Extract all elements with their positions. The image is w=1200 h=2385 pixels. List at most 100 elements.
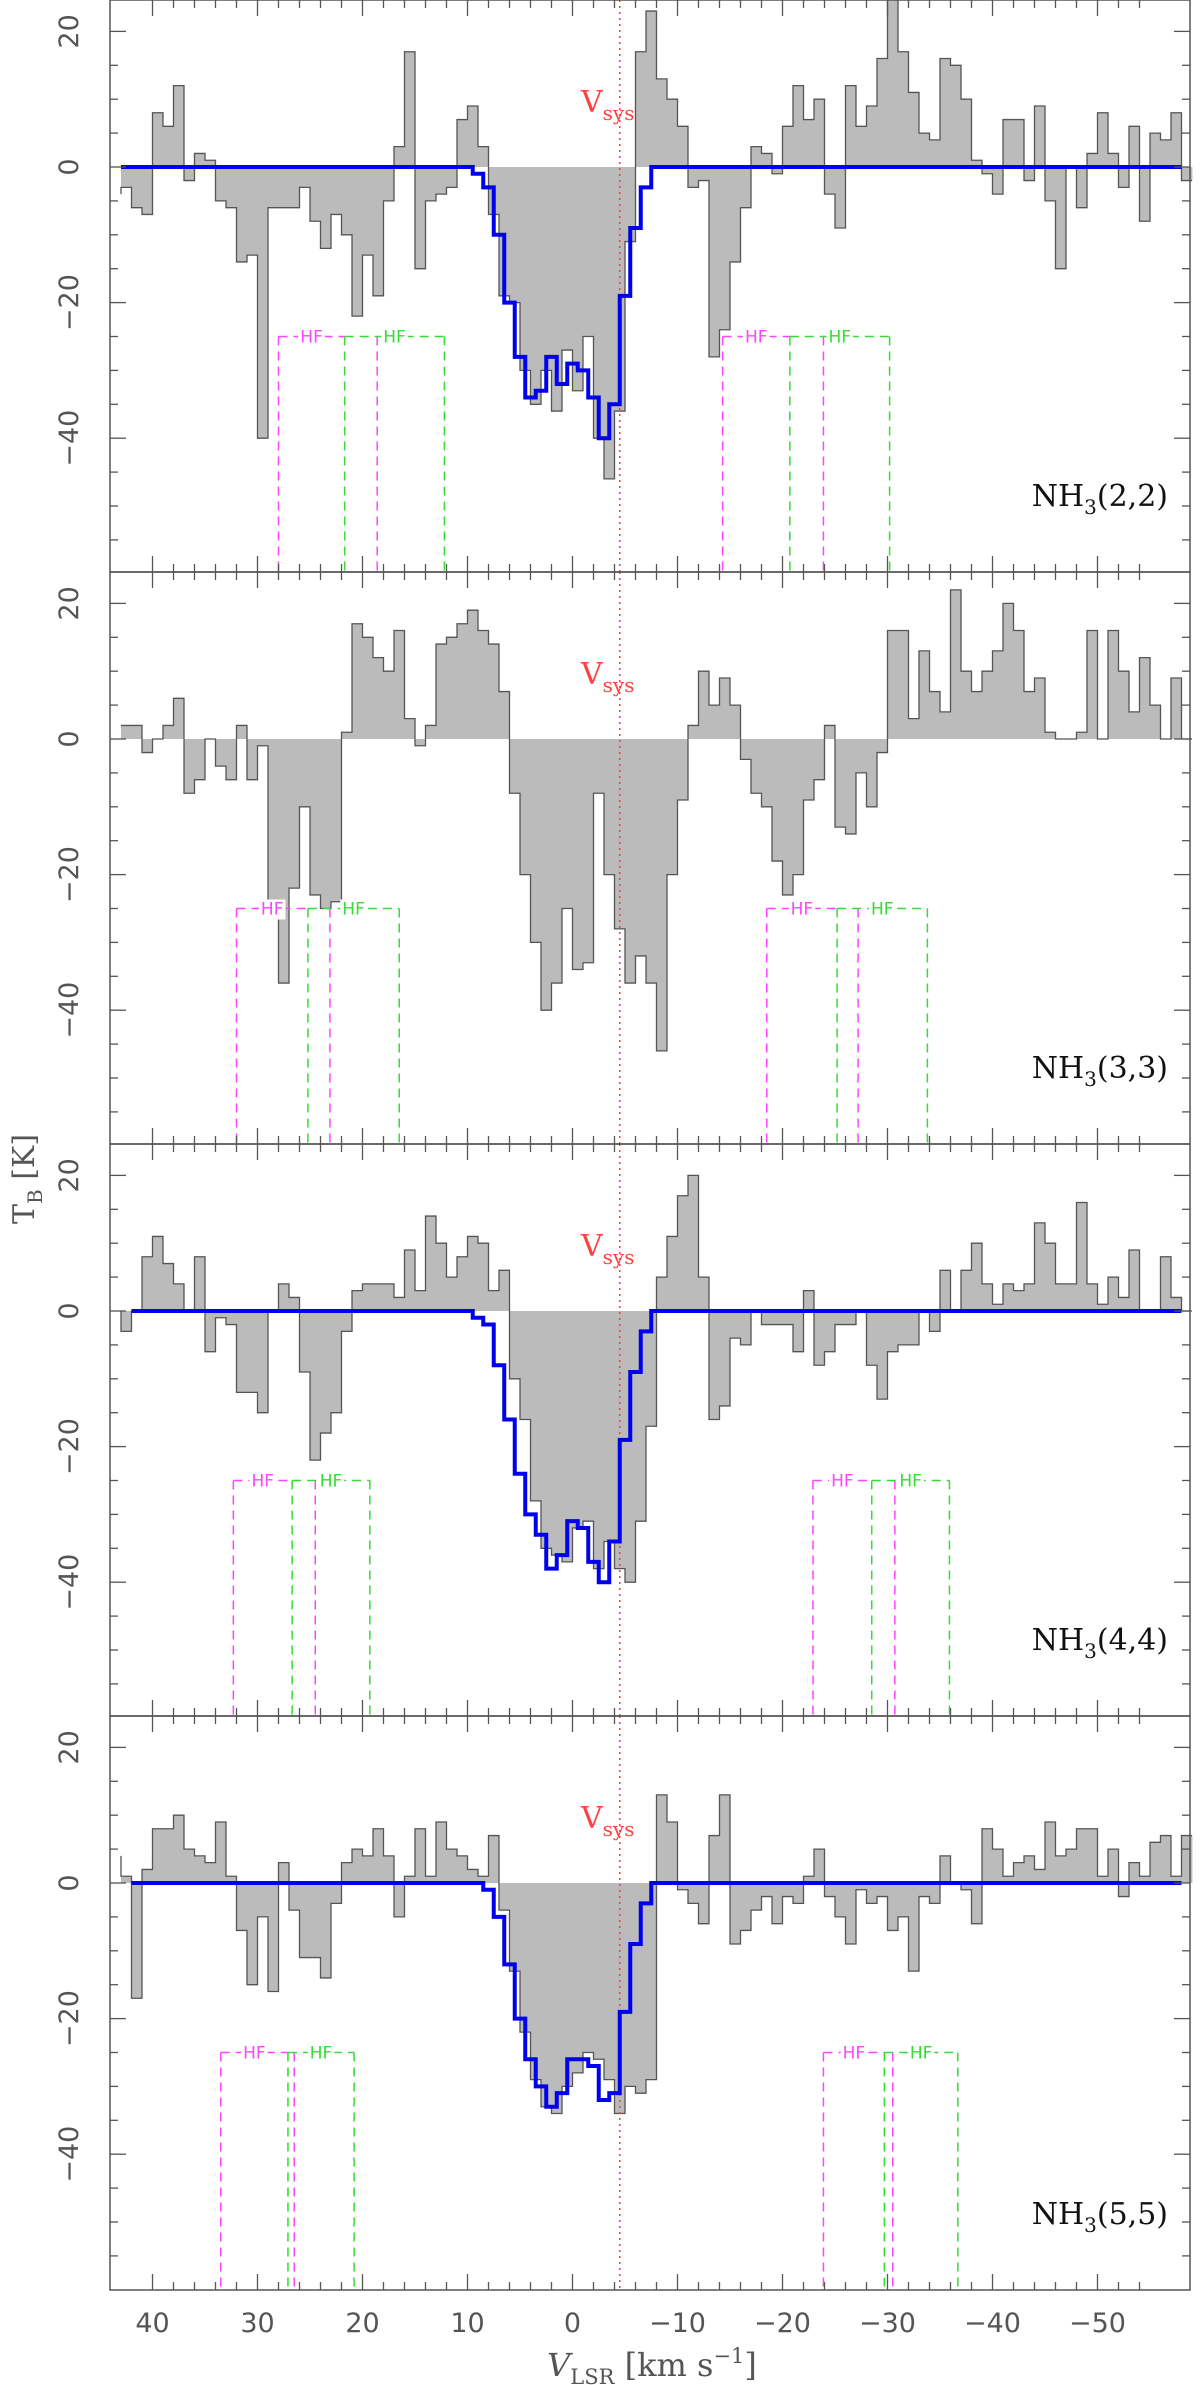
vsys-label-sub: sys — [603, 1245, 635, 1269]
spectrum-bar — [940, 58, 951, 167]
spectrum-bar — [803, 119, 815, 167]
spectrum-bar — [908, 1883, 920, 1972]
spectrum-bar — [1108, 630, 1119, 739]
spectrum-bar — [446, 1277, 458, 1311]
spectrum-fill — [121, 589, 1193, 1051]
y-tick-label: −20 — [54, 1990, 85, 2047]
spectrum-bar — [667, 1236, 678, 1311]
spectrum-bar — [677, 126, 689, 167]
spectrum-bar — [688, 167, 699, 188]
spectrum-bar — [478, 630, 489, 739]
spectrum-bar — [572, 1311, 584, 1528]
x-tick-label: −50 — [1069, 2308, 1126, 2339]
y-axis-title-unit: [K] — [7, 1134, 42, 1189]
spectrum-bar — [530, 167, 542, 405]
y-tick-labels: 20 0 −20 −40 — [54, 1730, 85, 2182]
spectrum-bar — [1171, 1876, 1182, 1883]
y-tick-labels: 20 0 −20 −40 — [54, 1158, 85, 1610]
transition-label: NH3(3,3) — [1032, 1051, 1168, 1091]
spectrum-bar — [457, 1256, 468, 1311]
spectrum-bar — [908, 92, 920, 167]
spectrum-bar — [383, 1283, 395, 1311]
x-tick-label: −20 — [754, 2308, 811, 2339]
spectrum-bar — [866, 1311, 878, 1366]
spectrum-bar — [877, 1883, 888, 1897]
spectrum-bar — [478, 146, 489, 167]
spectrum-bar — [373, 1283, 384, 1311]
spectrum-bar — [1087, 1828, 1098, 1883]
spectrum-bar — [289, 739, 300, 889]
spectrum-bar — [383, 671, 395, 739]
axis-ticks — [110, 0, 1190, 572]
spectrum-bar — [247, 1883, 258, 1985]
spectrum-bar — [425, 1216, 437, 1311]
spectrum-bar — [961, 99, 972, 167]
spectrum-bar — [1129, 1862, 1140, 1883]
spectrum-bar — [173, 1283, 185, 1311]
spectrum-bar — [488, 644, 500, 739]
spectrum-bar — [1160, 1256, 1172, 1311]
spectrum-bar — [194, 153, 206, 167]
spectrum-outline — [120, 1794, 1192, 2115]
spectrum-bar — [877, 1311, 888, 1400]
hf-label-background — [868, 899, 896, 920]
spectrum-bar — [1087, 153, 1098, 167]
spectrum-bar — [1108, 1277, 1119, 1311]
x-tick-label: 20 — [345, 2308, 379, 2339]
spectrum-bar — [446, 1849, 458, 1883]
x-tick-label: 10 — [450, 2308, 484, 2339]
fit-step-line — [131, 1309, 1182, 1585]
spectrum-bar — [614, 739, 626, 929]
spectrum-bar — [572, 167, 584, 391]
spectrum-bar — [415, 1828, 426, 1883]
spectrum-bar — [520, 1311, 531, 1420]
transition-label: NH3(5,5) — [1032, 2197, 1168, 2237]
spectrum-bar — [1150, 1842, 1161, 1883]
spectrum-bar — [499, 167, 510, 296]
transition-label-rest: (5,5) — [1097, 2197, 1168, 2232]
spectrum-outline — [120, 0, 1192, 480]
vsys-label: Vsys — [580, 657, 635, 697]
vsys-label: Vsys — [580, 85, 635, 125]
spectrum-bar — [677, 739, 689, 801]
y-tick-label: 20 — [54, 1730, 85, 1764]
spectrum-bar — [803, 1876, 815, 1883]
spectrum-bar — [656, 1277, 668, 1311]
spectrum-bar — [551, 167, 563, 412]
spectrum-bar — [709, 167, 720, 357]
spectrum-bar — [761, 153, 773, 167]
transition-label-sub: 3 — [1084, 1639, 1097, 1663]
spectrum-bar — [604, 1883, 615, 2080]
spectrum-bar — [919, 650, 930, 739]
spectrum-bar — [383, 167, 395, 201]
spectrum-bar — [205, 160, 216, 167]
spectrum-bar — [961, 1270, 972, 1311]
spectrum-bar — [646, 1883, 657, 2080]
spectrum-bar — [341, 1862, 353, 1883]
hf-label: HF — [843, 2044, 866, 2064]
spectrum-bar — [898, 630, 909, 739]
spectrum-bar — [236, 1311, 248, 1393]
x-tick-label: −30 — [859, 2308, 916, 2339]
spectrum-bar — [751, 1883, 762, 1911]
spectrum-bar — [845, 85, 857, 167]
hf-label-background — [307, 2043, 335, 2064]
spectrum-bar — [152, 1236, 164, 1311]
spectrum-fill — [121, 1794, 1193, 2114]
spectrum-bar — [1118, 1883, 1130, 1897]
spectrum-bar — [971, 691, 983, 739]
spectrum-bar — [184, 739, 195, 794]
spectrum-bar — [562, 1883, 573, 2087]
spectrum-bar — [1139, 1876, 1151, 1883]
y-tick-label: −20 — [54, 1418, 85, 1475]
spectrum-bar — [184, 167, 195, 181]
spectrum-bar — [446, 167, 458, 188]
spectrum-bar — [530, 1311, 542, 1501]
spectrum-bar — [604, 167, 615, 479]
spectrum-bar — [572, 739, 584, 970]
spectrum-bar — [509, 1883, 521, 1972]
spectrum-bar — [782, 126, 794, 167]
x-tick-label: −10 — [649, 2308, 706, 2339]
spectrum-bar — [656, 739, 668, 1051]
hf-label: HF — [320, 1472, 343, 1492]
